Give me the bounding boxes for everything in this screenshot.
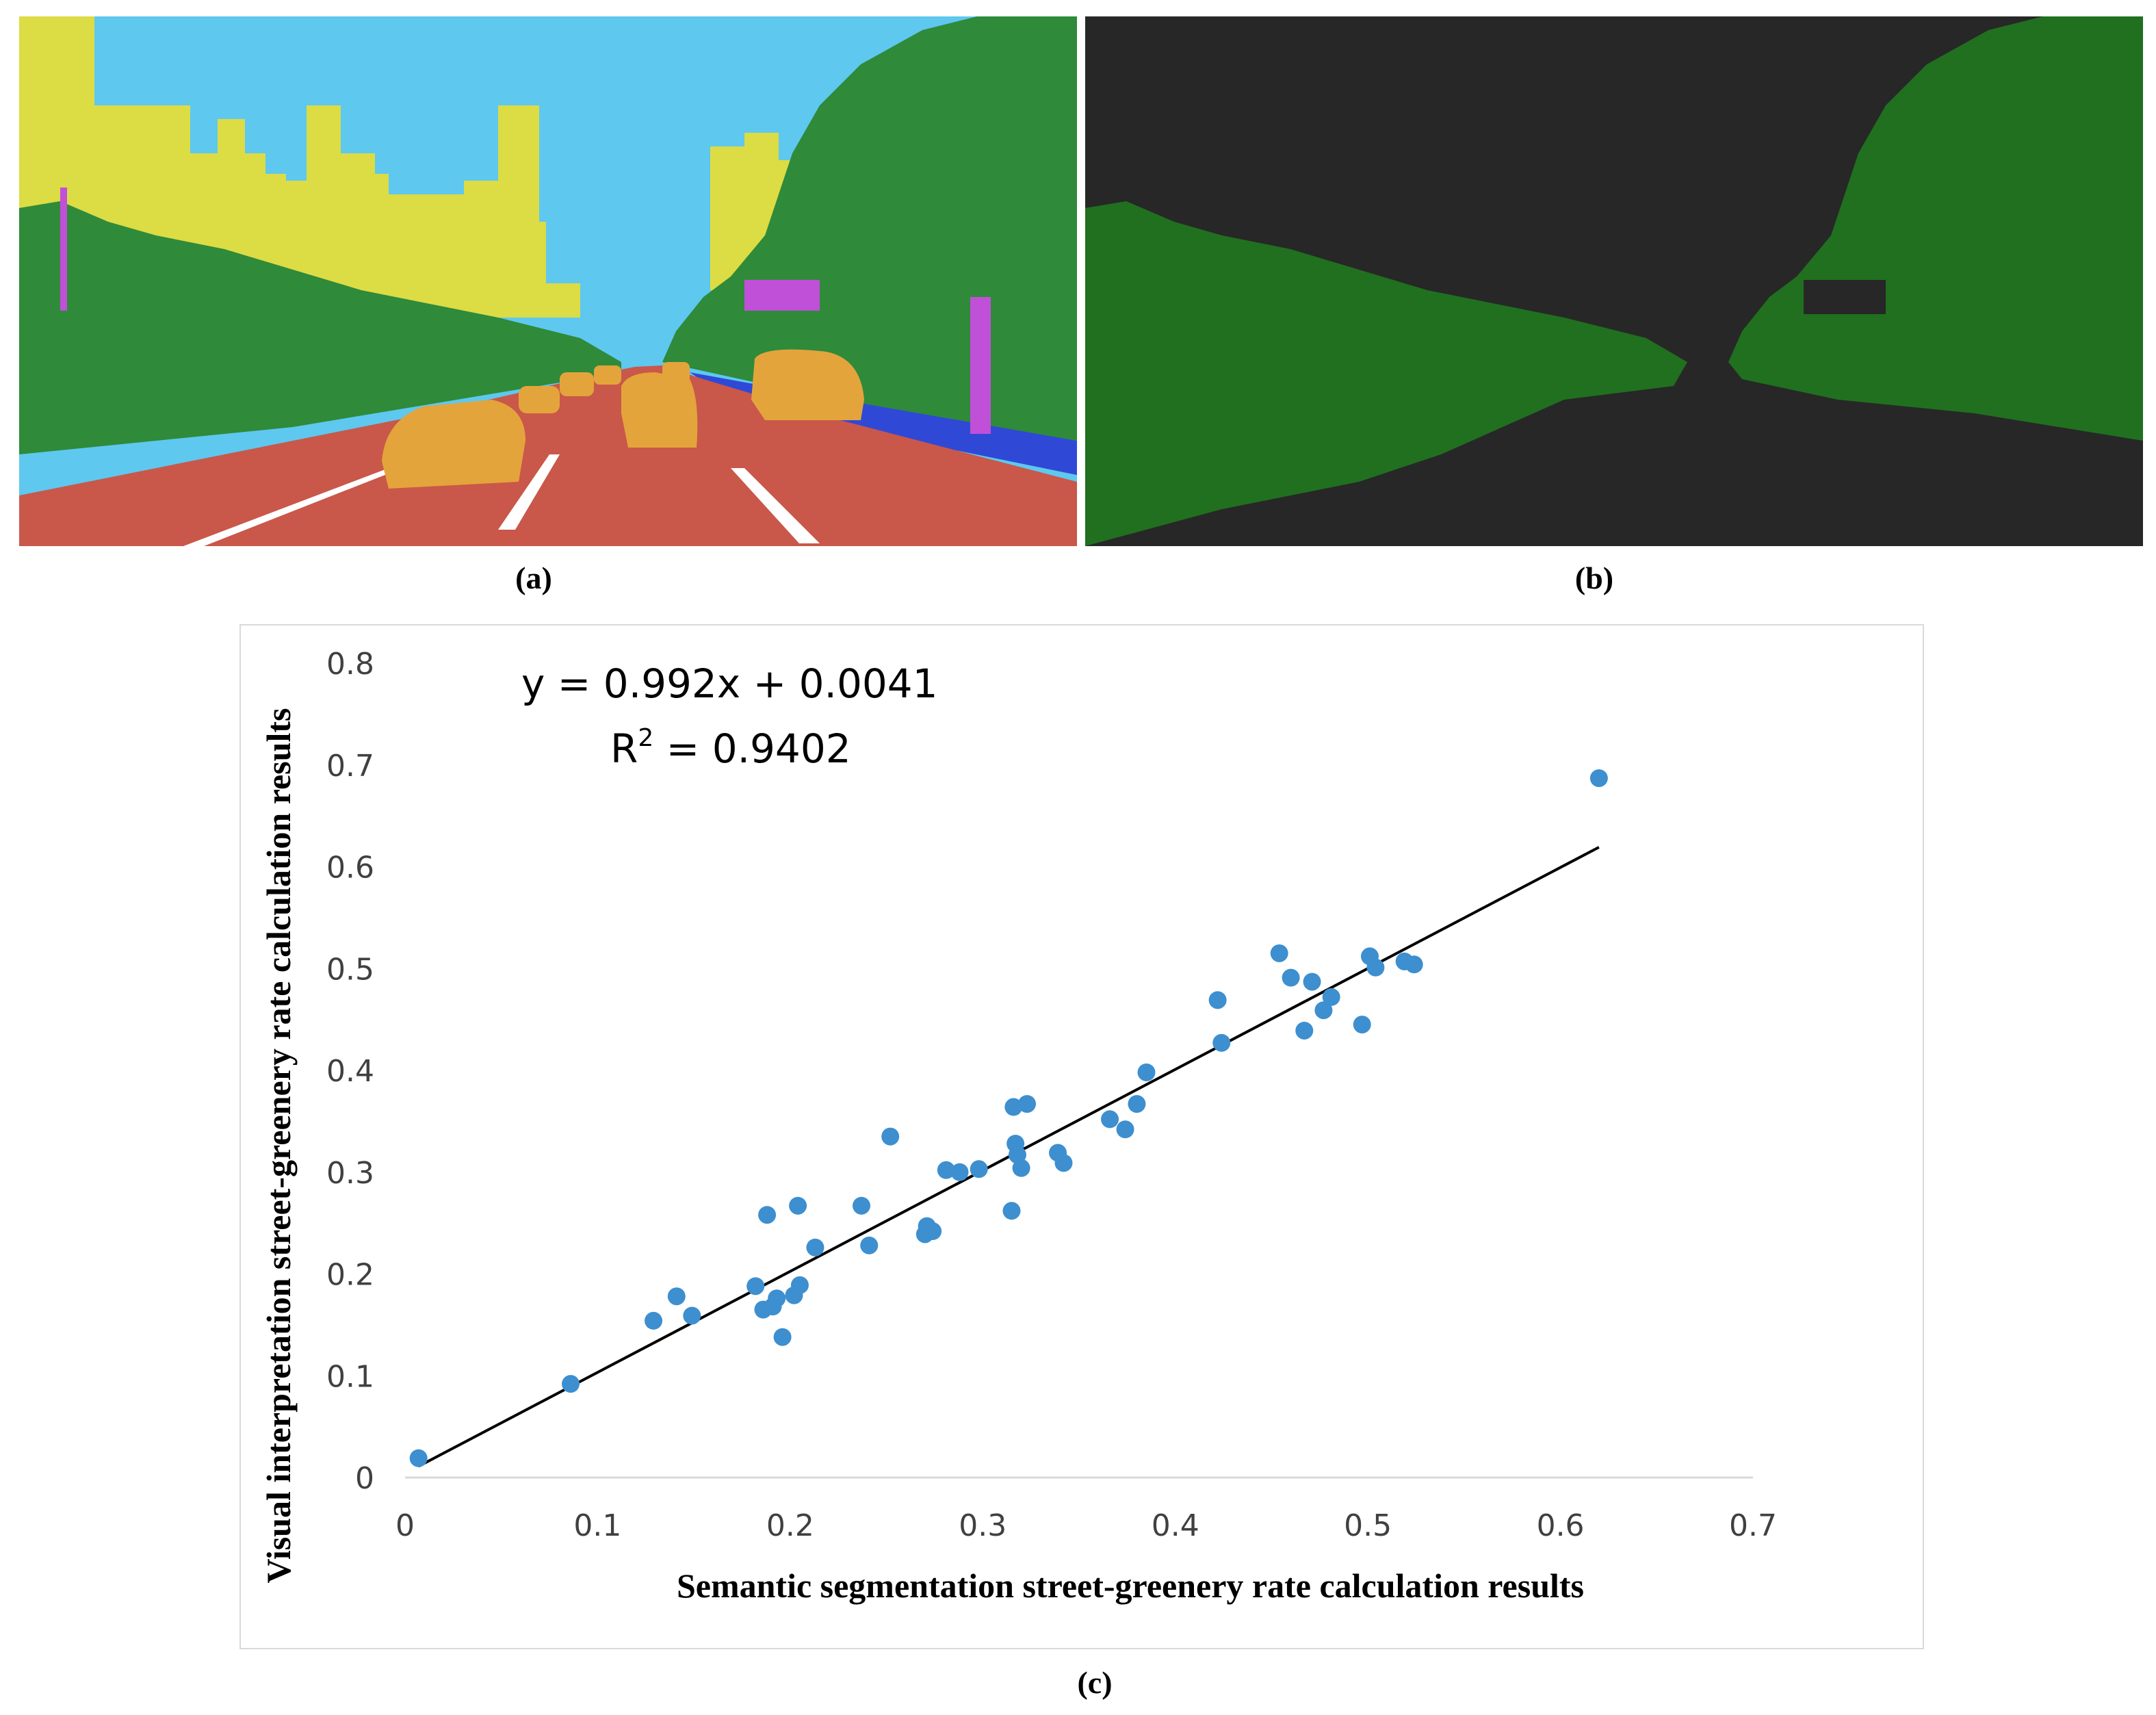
data-point [746,1277,765,1295]
r-squared-label: R2 = 0.9402 [610,724,851,772]
data-point [645,1311,663,1330]
y-tick-label: 0.1 [326,1359,374,1394]
data-point [1002,1202,1021,1220]
data-point [881,1127,900,1146]
x-tick-label: 0.7 [1729,1508,1777,1543]
data-point [1137,1063,1156,1081]
data-point [1212,1033,1231,1052]
data-point [852,1196,870,1215]
data-point [924,1222,942,1241]
data-point [1101,1110,1119,1129]
x-tick-label: 0 [395,1508,415,1543]
data-point [1004,1098,1023,1116]
segmentation-image-panel [19,16,1077,546]
caption-c: (c) [1077,1665,1113,1700]
y-tick-label: 0.2 [326,1258,374,1293]
vehicle [662,362,690,383]
road-region [19,365,1077,546]
vehicle [621,372,698,448]
y-tick-label: 0.8 [326,647,374,682]
data-point [683,1306,701,1325]
data-point [1295,1021,1314,1040]
data-point [1405,955,1423,974]
y-tick-label: 0.7 [326,749,374,784]
pole [60,188,67,311]
data-point [1322,988,1340,1006]
scatter-chart: 00.10.20.30.40.50.60.70.8 0 0.1 0.2 0.3 0.4 0… [259,647,1777,1605]
mask-hole [1804,280,1886,314]
y-tick-label: 0.5 [326,952,374,987]
y-tick-labels: 0 0.1 0.2 0.3 0.4 0.5 0.6 0.7 0.8 [326,647,374,1496]
x-tick-label: 0.3 [959,1508,1006,1543]
lane-marking [498,454,560,530]
data-point [773,1328,792,1346]
data-point [1353,1016,1371,1034]
data-point [1589,769,1608,788]
data-point [1270,944,1288,962]
caption-b: (b) [1574,560,1614,595]
data-point [562,1375,580,1393]
data-point [1128,1095,1146,1113]
vehicle [382,400,525,489]
data-point [667,1287,686,1306]
vehicle [560,372,594,396]
data-point [950,1163,969,1181]
sign-board [744,280,820,311]
caption-a: (a) [515,560,552,595]
data-point [806,1238,824,1256]
r2-prefix: R [610,725,638,772]
x-tick-label: 0.2 [766,1508,814,1543]
y-tick-label: 0.3 [326,1156,374,1191]
data-point [758,1206,777,1224]
data-point [1282,968,1300,987]
y-axis-label: Visual interpretation street-greenery ra… [259,708,298,1584]
data-point [790,1276,809,1294]
lane-marking [183,468,402,546]
x-tick-label: 0.5 [1344,1508,1392,1543]
scatter-chart-frame: 0 0.1 0.2 0.3 0.4 0.5 0.6 0.7 0.8 0 0.1 0.2 0.3 0.4 0… [239,624,1924,1649]
data-point [970,1160,988,1178]
data-point [860,1236,879,1254]
x-axis-label: Semantic segmentation street-greenery ra… [677,1566,1584,1605]
mask-green-right [1728,16,2143,441]
data-point [1208,991,1227,1009]
r2-superscript: 2 [638,724,653,752]
vegetation-left [19,201,621,454]
vehicle [751,349,864,420]
data-points [409,769,1608,1467]
x-tick-label: 0.4 [1152,1508,1199,1543]
data-point [1116,1120,1134,1139]
data-point [1366,958,1385,977]
data-point [1012,1159,1030,1177]
y-tick-label: 0 [355,1461,374,1496]
vehicle [594,365,621,385]
data-point [1303,972,1321,991]
x-tick-label: 0.6 [1537,1508,1585,1543]
y-tick-label: 0.4 [326,1054,374,1089]
r2-value: = 0.9402 [653,725,850,772]
data-point [768,1289,786,1308]
data-point [789,1196,807,1215]
data-point [1018,1095,1037,1113]
x-tick-labels: 0 0.1 0.2 0.3 0.4 0.5 0.6 0.7 [395,1508,1777,1543]
x-tick-label: 0.1 [573,1508,621,1543]
y-tick-label: 0.6 [326,851,374,886]
data-point [1314,1001,1333,1020]
data-point [409,1449,428,1467]
data-point [1054,1154,1073,1172]
lane-marking [731,468,820,543]
pole [970,297,991,434]
greenery-mask-image [1085,16,2143,546]
vehicle [519,386,560,413]
regression-equation: y = 0.992x + 0.0041 [521,660,938,707]
greenery-mask-panel [1085,16,2143,546]
mask-green-left [1085,201,1687,546]
data-point [937,1161,955,1179]
segmentation-image [19,16,1077,546]
